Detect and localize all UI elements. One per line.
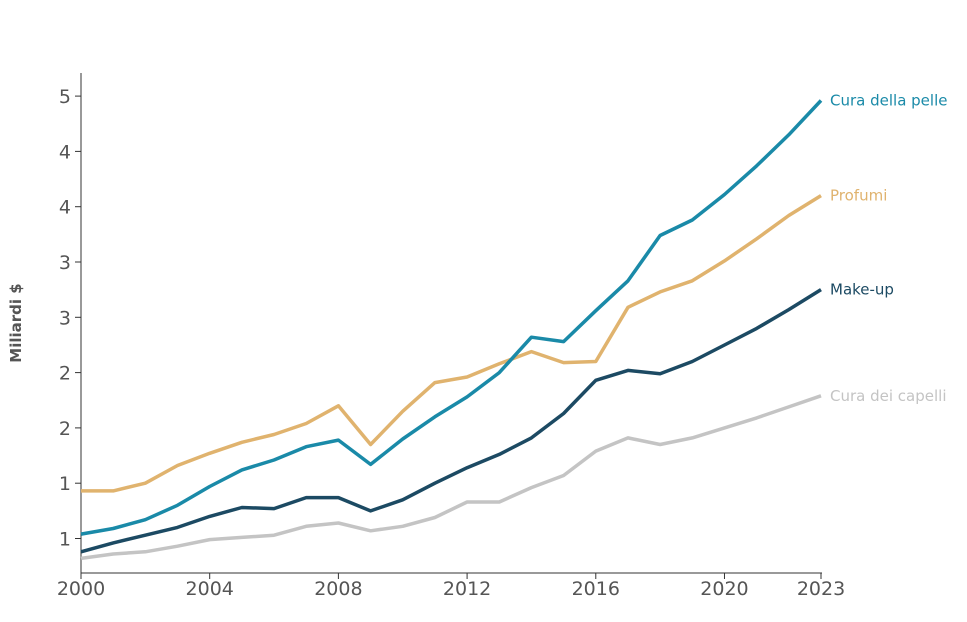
y-tick-label: 1 (59, 529, 71, 551)
x-axis-ticks: 2000 2004 2008 2012 2016 2020 2023 (57, 573, 845, 600)
x-tick-label: 2016 (572, 578, 620, 600)
x-tick-label: 2020 (700, 578, 748, 600)
series-label-cura-dei-capelli: Cura dei capelli (830, 387, 946, 405)
series-label-profumi: Profumi (830, 187, 887, 205)
series-label-make-up: Make-up (830, 281, 894, 299)
y-tick-label: 3 (59, 252, 71, 274)
x-tick-label: 2008 (314, 578, 362, 600)
series-labels: Cura della pelle Profumi Make-up Cura dei c… (830, 92, 947, 405)
series-line-profumi (81, 194, 822, 493)
y-tick-label: 3 (59, 307, 71, 329)
y-tick-label: 1 (59, 473, 71, 495)
series-line-make-up (80, 288, 822, 554)
series-lines (80, 99, 823, 561)
y-tick-label: 4 (59, 141, 71, 163)
y-tick-label: 4 (59, 197, 71, 219)
y-tick-label: 2 (59, 418, 71, 440)
y-tick-label: 2 (59, 363, 71, 385)
x-tick-label: 2012 (443, 578, 491, 600)
series-line-cura-della-pelle (80, 99, 823, 536)
x-tick-label: 2023 (797, 578, 845, 600)
y-tick-label: 5 (59, 86, 71, 108)
y-axis-label: Miliardi $ (7, 283, 25, 362)
series-label-cura-della-pelle: Cura della pelle (830, 92, 947, 110)
x-tick-label: 2000 (57, 578, 105, 600)
x-tick-label: 2004 (186, 578, 234, 600)
y-axis-ticks: 1 1 2 2 3 3 4 4 5 (59, 86, 81, 551)
series-line-cura-dei-capelli (80, 394, 822, 561)
